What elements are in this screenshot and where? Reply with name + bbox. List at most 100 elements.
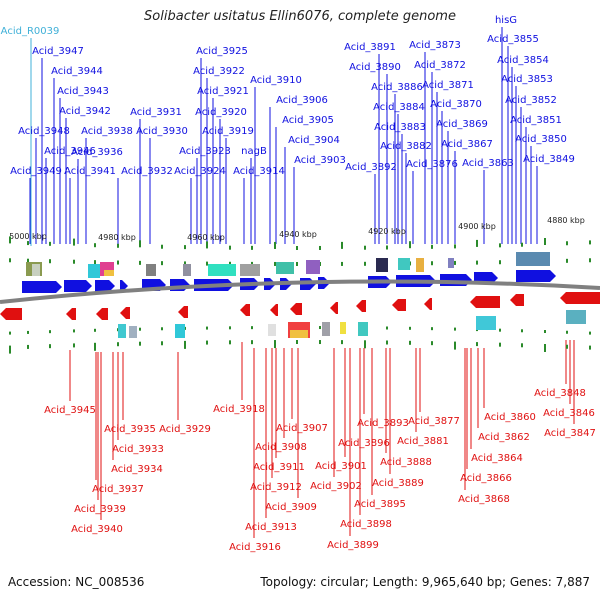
tick-mark	[206, 340, 208, 345]
feature-block	[183, 264, 191, 276]
tick-mark	[27, 241, 29, 246]
feature-block	[476, 316, 496, 330]
forward-gene-arrow	[22, 281, 62, 293]
tick-mark	[341, 241, 343, 249]
tick-mark	[73, 329, 75, 333]
gene-label: Acid_3852	[505, 95, 557, 106]
tick-mark	[161, 244, 163, 249]
gene-label: Acid_3854	[497, 55, 549, 66]
gene-label: Acid_3877	[408, 416, 460, 427]
gene-label: Acid_3883	[374, 122, 426, 133]
gene-label: Acid_3867	[441, 139, 493, 150]
scale-label: 4980 kbp	[98, 233, 136, 242]
scale-label: 4880 kbp	[547, 216, 585, 225]
tick-mark	[499, 328, 501, 332]
tick-mark	[117, 260, 119, 265]
feature-block	[566, 310, 586, 324]
feature-block	[276, 262, 294, 274]
gene-label: Acid_3888	[380, 457, 432, 468]
tick-mark	[49, 344, 51, 349]
tick-mark	[49, 259, 51, 264]
tick-mark	[229, 340, 231, 345]
tick-mark	[161, 341, 163, 346]
gene-label: Acid_3870	[430, 99, 482, 110]
gene-label: Acid_3918	[213, 404, 265, 415]
tick-mark	[139, 341, 141, 346]
genome-summary-text: Topology: circular; Length: 9,965,640 bp…	[260, 575, 590, 589]
tick-mark	[319, 340, 321, 345]
gene-label: Acid_3903	[294, 155, 346, 166]
tick-mark	[589, 258, 591, 263]
feature-block	[118, 324, 126, 338]
tick-mark	[27, 344, 29, 349]
gene-label: Acid_3849	[523, 154, 575, 165]
tick-mark	[566, 330, 568, 334]
tick-mark	[27, 258, 29, 263]
gene-label: Acid_3847	[544, 428, 596, 439]
tick-mark	[476, 239, 478, 247]
feature-block	[306, 260, 320, 274]
gene-label: Acid_3906	[276, 95, 328, 106]
gene-label: Acid_3886	[371, 82, 423, 93]
tick-mark	[499, 260, 501, 265]
gene-label: Acid_3938	[81, 126, 133, 137]
tick-mark	[94, 243, 96, 248]
gene-label: Acid_3933	[112, 444, 164, 455]
reverse-gene-arrow	[120, 307, 130, 319]
label-connector-lines	[29, 27, 575, 538]
tick-mark	[499, 342, 501, 347]
tick-mark	[161, 327, 163, 331]
tick-mark	[431, 327, 433, 331]
tick-mark	[251, 326, 253, 330]
gene-label: Acid_3920	[195, 107, 247, 118]
tick-mark	[229, 245, 231, 250]
tick-mark	[274, 241, 276, 249]
gene-label: Acid_3924	[174, 166, 226, 177]
tick-mark	[296, 261, 298, 266]
gene-label: Acid_3939	[74, 504, 126, 515]
reverse-gene-arrow	[66, 308, 76, 320]
gene-label: Acid_3931	[130, 107, 182, 118]
gene-label: Acid_3921	[197, 86, 249, 97]
gene-label: Acid_3905	[282, 115, 334, 126]
tick-mark	[431, 341, 433, 346]
gene-label: Acid_3873	[409, 40, 461, 51]
tick-mark	[73, 259, 75, 264]
gene-label: Acid_3936	[71, 147, 123, 158]
tick-mark	[544, 330, 546, 334]
gene-label: Acid_3934	[111, 464, 163, 475]
tick-mark	[454, 244, 456, 249]
tick-mark	[341, 261, 343, 266]
gene-label: Acid_3860	[484, 412, 536, 423]
tick-mark	[117, 243, 119, 248]
genome-title: Solibacter usitatus Ellin6076, complete …	[144, 9, 456, 24]
gene-label: Acid_3895	[354, 499, 406, 510]
reverse-gene-arrow	[240, 304, 250, 316]
reverse-gene-arrow	[510, 294, 524, 306]
tick-mark	[27, 330, 29, 334]
feature-block	[416, 258, 424, 272]
kbp-scale: 5000 kbp 4980 kbp 4960 kbp 4940 kbp 4920 kbp…	[9, 216, 585, 242]
gene-label: Acid_3892	[345, 162, 397, 173]
reverse-gene-labels: Acid_3945 Acid_3935 Acid_3933 Acid_3934 Acid…	[44, 388, 596, 553]
scale-label: 5000 kbp	[9, 232, 47, 241]
tick-mark	[454, 260, 456, 265]
tick-mark	[386, 326, 388, 330]
feature-block	[208, 264, 236, 276]
forward-gene-arrow	[120, 280, 128, 292]
tick-mark	[566, 258, 568, 263]
tick-mark	[9, 331, 11, 335]
tick-mark	[386, 245, 388, 250]
tick-mark	[319, 326, 321, 330]
gene-label: Acid_3943	[57, 86, 109, 97]
tick-mark	[544, 237, 546, 245]
gene-label: Acid_3899	[327, 540, 379, 551]
feature-block	[32, 264, 40, 276]
reverse-gene-arrow	[0, 308, 22, 320]
forward-gene-labels: Acid_R0039 Acid_3947 Acid_3944 Acid_3943 Aci…	[1, 15, 575, 177]
reverse-gene-arrow	[290, 303, 302, 315]
genome-backbone	[0, 279, 600, 304]
tick-mark	[364, 261, 366, 266]
scale-label: 4960 kbp	[187, 233, 225, 242]
tick-mark	[454, 327, 456, 331]
